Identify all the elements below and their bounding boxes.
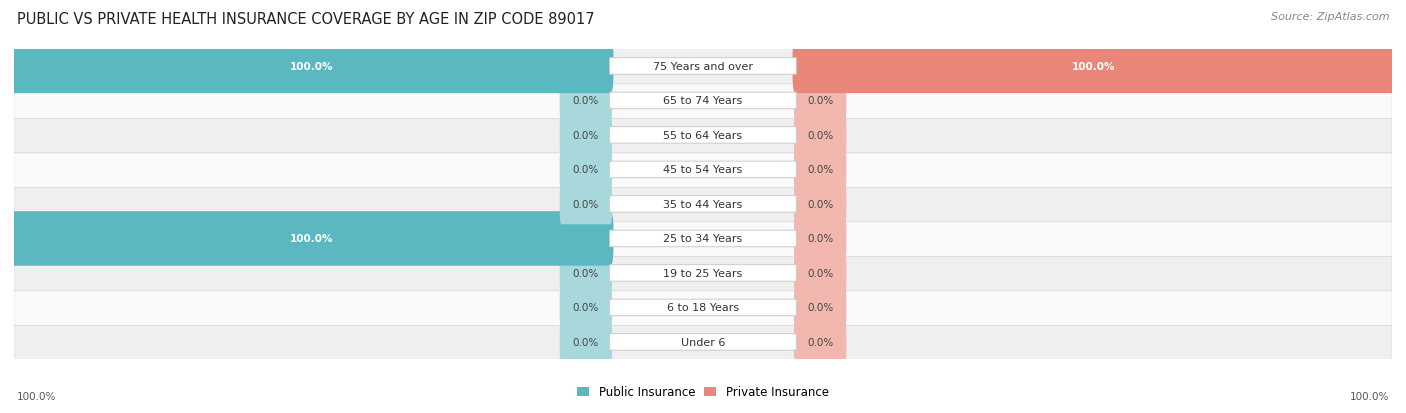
FancyBboxPatch shape	[560, 287, 612, 328]
Text: 0.0%: 0.0%	[572, 131, 599, 140]
Text: 0.0%: 0.0%	[572, 96, 599, 106]
Text: 45 to 54 Years: 45 to 54 Years	[664, 165, 742, 175]
FancyBboxPatch shape	[794, 184, 846, 225]
Text: 35 to 44 Years: 35 to 44 Years	[664, 199, 742, 209]
FancyBboxPatch shape	[14, 152, 1392, 188]
FancyBboxPatch shape	[560, 115, 612, 156]
FancyBboxPatch shape	[14, 83, 1392, 119]
FancyBboxPatch shape	[560, 81, 612, 121]
Legend: Public Insurance, Private Insurance: Public Insurance, Private Insurance	[572, 381, 834, 403]
FancyBboxPatch shape	[794, 253, 846, 294]
Text: 19 to 25 Years: 19 to 25 Years	[664, 268, 742, 278]
Text: Under 6: Under 6	[681, 337, 725, 347]
Text: 0.0%: 0.0%	[572, 337, 599, 347]
FancyBboxPatch shape	[610, 59, 796, 75]
FancyBboxPatch shape	[610, 230, 796, 247]
FancyBboxPatch shape	[11, 211, 613, 266]
Text: 0.0%: 0.0%	[572, 303, 599, 313]
FancyBboxPatch shape	[794, 150, 846, 190]
FancyBboxPatch shape	[560, 322, 612, 363]
Text: 55 to 64 Years: 55 to 64 Years	[664, 131, 742, 140]
FancyBboxPatch shape	[560, 184, 612, 225]
Text: 100.0%: 100.0%	[17, 391, 56, 401]
Text: 0.0%: 0.0%	[807, 337, 834, 347]
Text: PUBLIC VS PRIVATE HEALTH INSURANCE COVERAGE BY AGE IN ZIP CODE 89017: PUBLIC VS PRIVATE HEALTH INSURANCE COVER…	[17, 12, 595, 27]
Text: 0.0%: 0.0%	[807, 303, 834, 313]
FancyBboxPatch shape	[610, 93, 796, 109]
Text: 0.0%: 0.0%	[807, 234, 834, 244]
FancyBboxPatch shape	[794, 115, 846, 156]
FancyBboxPatch shape	[560, 150, 612, 190]
Text: 75 Years and over: 75 Years and over	[652, 62, 754, 72]
FancyBboxPatch shape	[794, 81, 846, 121]
FancyBboxPatch shape	[794, 322, 846, 363]
Text: 0.0%: 0.0%	[807, 131, 834, 140]
FancyBboxPatch shape	[793, 40, 1395, 94]
FancyBboxPatch shape	[610, 162, 796, 178]
Text: 100.0%: 100.0%	[290, 62, 333, 72]
Text: 25 to 34 Years: 25 to 34 Years	[664, 234, 742, 244]
FancyBboxPatch shape	[14, 49, 1392, 85]
Text: 65 to 74 Years: 65 to 74 Years	[664, 96, 742, 106]
FancyBboxPatch shape	[610, 299, 796, 316]
FancyBboxPatch shape	[14, 118, 1392, 154]
FancyBboxPatch shape	[14, 290, 1392, 325]
FancyBboxPatch shape	[794, 287, 846, 328]
FancyBboxPatch shape	[560, 253, 612, 294]
FancyBboxPatch shape	[14, 324, 1392, 360]
Text: 100.0%: 100.0%	[290, 234, 333, 244]
Text: 0.0%: 0.0%	[572, 199, 599, 209]
Text: Source: ZipAtlas.com: Source: ZipAtlas.com	[1271, 12, 1389, 22]
FancyBboxPatch shape	[14, 255, 1392, 291]
Text: 0.0%: 0.0%	[807, 199, 834, 209]
Text: 6 to 18 Years: 6 to 18 Years	[666, 303, 740, 313]
Text: 0.0%: 0.0%	[807, 165, 834, 175]
FancyBboxPatch shape	[794, 218, 846, 259]
Text: 100.0%: 100.0%	[1073, 62, 1116, 72]
FancyBboxPatch shape	[610, 265, 796, 282]
FancyBboxPatch shape	[610, 127, 796, 144]
Text: 0.0%: 0.0%	[807, 268, 834, 278]
FancyBboxPatch shape	[14, 221, 1392, 257]
FancyBboxPatch shape	[610, 196, 796, 213]
Text: 0.0%: 0.0%	[572, 165, 599, 175]
FancyBboxPatch shape	[14, 187, 1392, 222]
FancyBboxPatch shape	[11, 40, 613, 94]
Text: 0.0%: 0.0%	[807, 96, 834, 106]
Text: 0.0%: 0.0%	[572, 268, 599, 278]
FancyBboxPatch shape	[610, 334, 796, 350]
Text: 100.0%: 100.0%	[1350, 391, 1389, 401]
